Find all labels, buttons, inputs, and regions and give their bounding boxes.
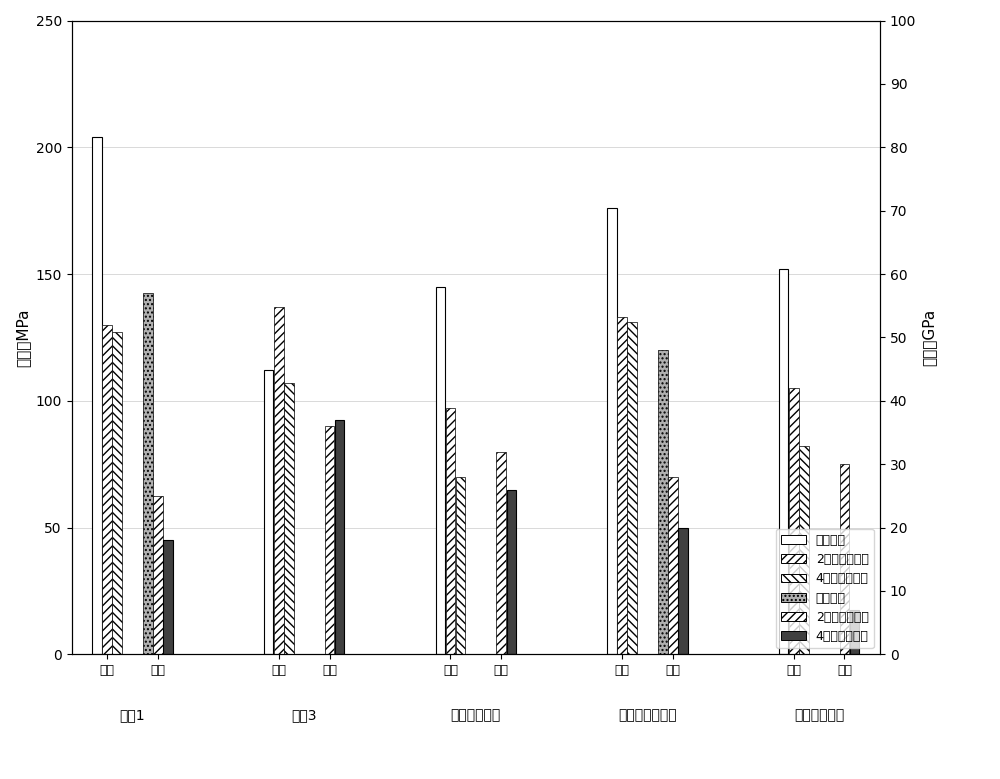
Text: 钓酸酯添加剤: 钓酸酯添加剤 <box>794 708 844 722</box>
Bar <box>264 370 273 654</box>
Bar <box>284 383 294 654</box>
Bar <box>617 317 627 654</box>
Bar <box>840 464 849 654</box>
Y-axis label: 模量，GPa: 模量，GPa <box>922 308 937 366</box>
Bar <box>496 452 506 654</box>
Bar <box>143 293 153 654</box>
Text: 实例1: 实例1 <box>120 708 145 722</box>
Bar <box>446 408 455 654</box>
Bar <box>163 541 173 654</box>
Bar <box>92 137 102 654</box>
Bar <box>112 333 122 654</box>
Bar <box>799 446 809 654</box>
Bar <box>779 269 788 654</box>
Text: 乙二醒添加剤: 乙二醒添加剤 <box>451 708 501 722</box>
Bar <box>436 287 445 654</box>
Bar <box>153 496 163 654</box>
Bar <box>507 489 516 654</box>
Bar <box>607 208 617 654</box>
Bar <box>678 527 688 654</box>
Bar <box>789 388 799 654</box>
Bar <box>658 350 668 654</box>
Text: 氨基硅烷添加剤: 氨基硅烷添加剤 <box>618 708 677 722</box>
Bar <box>668 477 678 654</box>
Bar <box>274 307 284 654</box>
Bar <box>627 323 637 654</box>
Bar <box>456 477 465 654</box>
Legend: 初始强度, 2星期浸渍强度, 4星期浸渍强度, 初始模量, 2星期浸渍模量, 4星期浸渍模量: 初始强度, 2星期浸渍强度, 4星期浸渍强度, 初始模量, 2星期浸渍模量, 4… <box>776 529 874 648</box>
Bar <box>102 325 112 654</box>
Y-axis label: 强度，MPa: 强度，MPa <box>15 308 30 367</box>
Bar <box>335 420 344 654</box>
Bar <box>850 610 859 654</box>
Bar <box>325 426 334 654</box>
Text: 实例3: 实例3 <box>291 708 317 722</box>
